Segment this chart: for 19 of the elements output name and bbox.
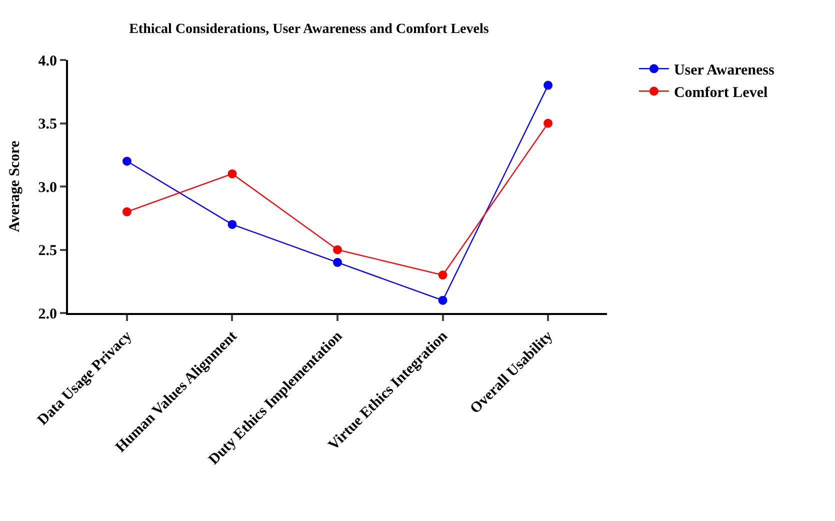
y-tick-label: 2.0: [38, 306, 57, 322]
point: [333, 245, 342, 254]
point: [438, 270, 448, 280]
legend-label: Comfort Level: [674, 85, 768, 102]
point: [438, 296, 448, 305]
y-tick-label: 3.5: [38, 116, 57, 132]
y-axis-title: Average Score: [7, 140, 23, 232]
point: [544, 118, 553, 128]
y-tick-label: 4.0: [38, 53, 57, 70]
y-tick-label: 2.5: [38, 243, 57, 259]
point: [333, 258, 342, 267]
chart-title: Ethical Considerations, User Awareness and Comfort Levels: [129, 22, 490, 38]
point: [122, 207, 132, 216]
point: [544, 80, 553, 90]
legend-label: User Awareness: [674, 62, 775, 79]
point: [228, 169, 237, 178]
y-tick-label: 3.0: [38, 180, 57, 196]
point: [122, 156, 132, 166]
point: [228, 220, 237, 229]
